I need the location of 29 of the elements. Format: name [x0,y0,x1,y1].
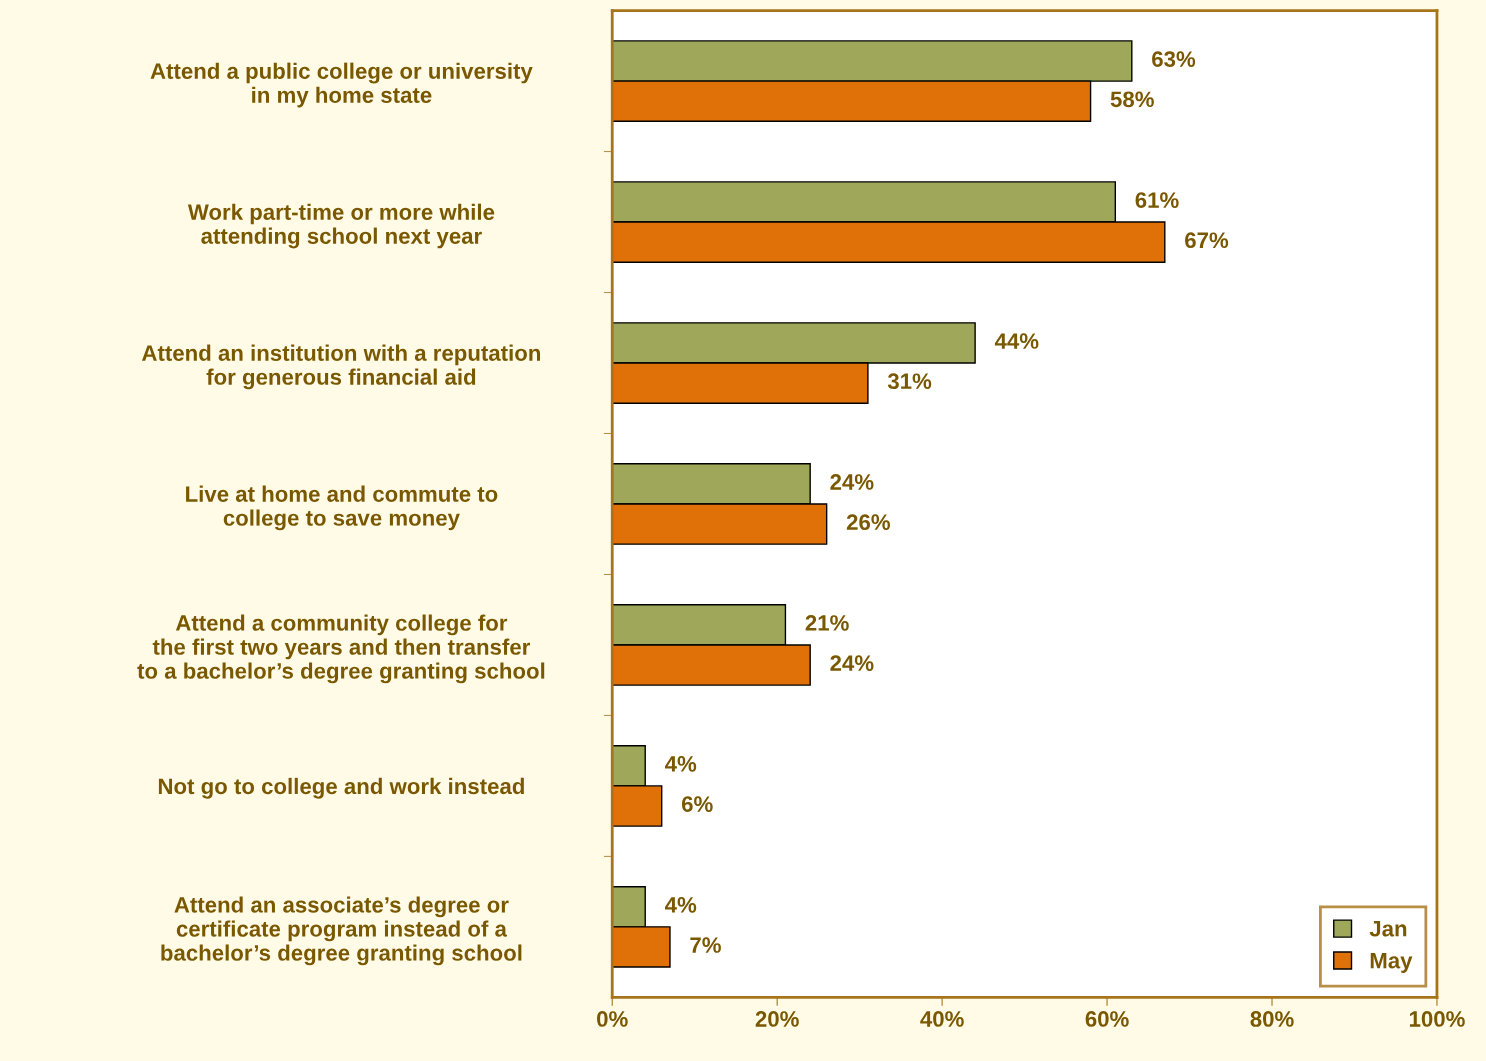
y-tick-label: Live at home and commute to college to save money [186,485,498,531]
data-label: 24% [830,474,874,490]
x-tick-label: 20% [755,1011,799,1027]
y-tick-label: Attend a community college for the first two years and then transfer to a bachelor’s degree granting school [137,614,545,684]
x-tick-label: 100% [1409,1011,1465,1027]
data-label: 63% [1152,51,1196,67]
data-label: 31% [887,373,932,390]
data-label: 61% [1135,192,1179,208]
y-tick-label: Not go to college and work instead [158,777,524,799]
data-label: 24% [830,655,874,671]
data-label: 6% [681,796,713,812]
data-label: 7% [690,937,721,953]
y-tick-label: Work part-time or more while attending school next year [187,203,495,249]
x-tick-label: 80% [1250,1011,1294,1027]
data-label: 26% [846,514,890,531]
legend-label: May [1370,953,1413,973]
data-label: 67% [1185,232,1229,249]
data-label: 4% [665,897,697,913]
x-tick-label: 0% [597,1011,628,1027]
data-label: 44% [994,333,1039,349]
y-tick-label: Attend a public college or university in my home state [150,62,533,108]
x-tick-label: 40% [920,1011,964,1027]
y-tick-label: Attend an institution with a reputation for generous financial aid [141,344,541,390]
y-tick-label: Attend an associate’s degree or certificate program instead of a bachelor’s degree granting school [161,896,522,966]
data-label: 4% [665,756,697,772]
data-label: 58% [1110,91,1154,108]
x-tick-label: 60% [1085,1011,1129,1027]
legend-label: Jan [1369,921,1407,937]
data-label: 21% [805,615,849,631]
